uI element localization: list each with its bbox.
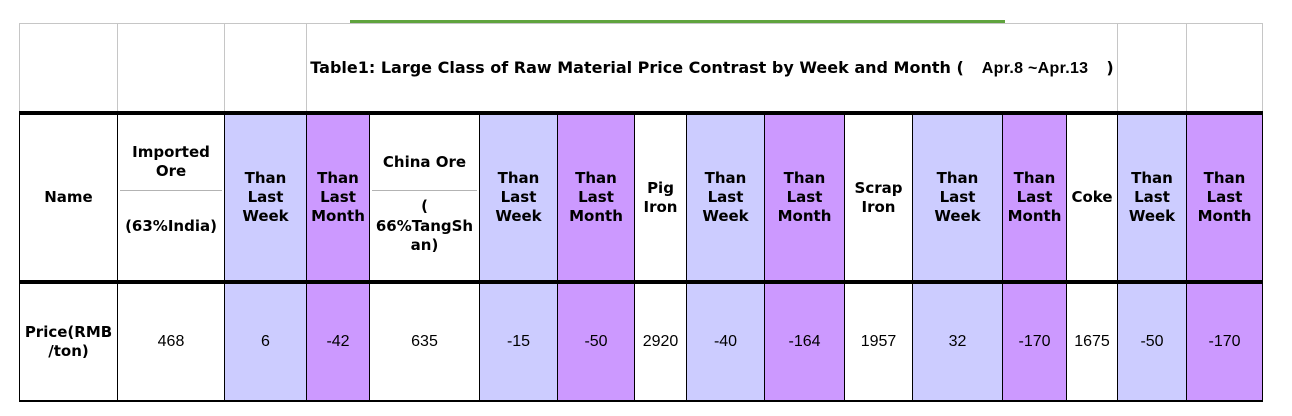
imported-ore-price: 468	[117, 282, 225, 403]
pig-iron-week-change: -40	[686, 282, 765, 403]
coke-price: 1675	[1066, 282, 1118, 403]
china-ore-price: 635	[369, 282, 480, 403]
header-imported-ore: Imported Ore (63%India)	[117, 110, 225, 285]
header-scrap-iron: Scrap Iron	[844, 110, 913, 285]
header-pig-iron: Pig Iron	[634, 110, 687, 285]
title-date-range: Apr.8 ~Apr.13	[981, 59, 1089, 77]
header-scrap-iron-than-last-week: Than Last Week	[912, 110, 1003, 285]
pig-iron-price: 2920	[634, 282, 687, 403]
table-title: Table1: Large Class of Raw Material Pric…	[309, 58, 1115, 78]
table-title-cell: Table1: Large Class of Raw Material Pric…	[306, 23, 1118, 113]
header-coke-than-last-month: Than Last Month	[1186, 110, 1263, 285]
imported-ore-spec: (63%India)	[125, 216, 217, 235]
china-ore-header-group: China Ore ( 66%TangSh an)	[372, 134, 477, 261]
empty-cell	[1186, 23, 1263, 113]
header-imported-ore-than-last-month: Than Last Month	[306, 110, 370, 285]
green-divider-line	[350, 20, 1005, 25]
header-china-ore-than-last-month: Than Last Month	[557, 110, 635, 285]
header-name: Name	[19, 110, 118, 285]
pig-iron-month-change: -164	[764, 282, 845, 403]
title-close-paren: )	[1106, 57, 1114, 77]
header-china-ore-than-last-week: Than Last Week	[479, 110, 558, 285]
scrap-iron-week-change: 32	[912, 282, 1003, 403]
china-ore-label: China Ore	[372, 134, 477, 192]
imported-ore-week-change: 6	[224, 282, 307, 403]
header-scrap-iron-than-last-month: Than Last Month	[1002, 110, 1067, 285]
header-imported-ore-than-last-week: Than Last Week	[224, 110, 307, 285]
empty-cell	[224, 23, 307, 113]
imported-ore-label: Imported Ore	[120, 134, 222, 192]
title-text: Table1: Large Class of Raw Material Pric…	[310, 57, 964, 77]
price-row: Price(RMB /ton) 468 6 -42 635 -15 -50 29…	[19, 282, 1263, 403]
header-row: Name Imported Ore (63%India) Than Last W…	[19, 110, 1263, 285]
empty-cell	[19, 23, 118, 113]
china-ore-month-change: -50	[557, 282, 635, 403]
row-label-price: Price(RMB /ton)	[19, 282, 118, 403]
coke-week-change: -50	[1117, 282, 1187, 403]
title-row: Table1: Large Class of Raw Material Pric…	[19, 23, 1263, 113]
header-pig-iron-than-last-week: Than Last Week	[686, 110, 765, 285]
empty-cell	[117, 23, 225, 113]
header-pig-iron-than-last-month: Than Last Month	[764, 110, 845, 285]
header-coke: Coke	[1066, 110, 1118, 285]
coke-month-change: -170	[1186, 282, 1263, 403]
scrap-iron-price: 1957	[844, 282, 913, 403]
china-ore-spec: ( 66%TangSh an)	[375, 197, 474, 254]
raw-material-price-table: Table1: Large Class of Raw Material Pric…	[19, 23, 1263, 403]
china-ore-week-change: -15	[479, 282, 558, 403]
imported-ore-month-change: -42	[306, 282, 370, 403]
header-coke-than-last-week: Than Last Week	[1117, 110, 1187, 285]
imported-ore-header-group: Imported Ore (63%India)	[120, 134, 222, 261]
empty-cell	[1117, 23, 1187, 113]
scrap-iron-month-change: -170	[1002, 282, 1067, 403]
header-china-ore: China Ore ( 66%TangSh an)	[369, 110, 480, 285]
